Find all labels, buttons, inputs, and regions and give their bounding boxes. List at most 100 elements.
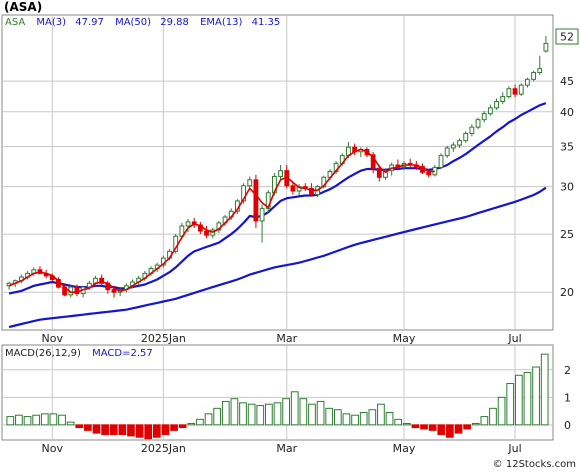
- price-ytick-label: 30: [560, 181, 574, 194]
- macd-bar: [204, 413, 213, 426]
- candle-body: [259, 207, 265, 222]
- candle-body: [531, 72, 536, 80]
- macd-xtick-label: 2025Jan: [141, 442, 186, 455]
- macd-legend: MACD(26,12,9) MACD=2.57: [5, 348, 153, 359]
- legend-ma50-label: MA(50): [115, 17, 151, 28]
- price-ytick-label: 25: [560, 228, 574, 241]
- macd-bar: [84, 424, 92, 431]
- macd-bar: [282, 398, 290, 426]
- chart-title: (ASA): [4, 0, 42, 14]
- macd-bar: [428, 424, 437, 431]
- macd-bar: [152, 424, 161, 438]
- candle-body: [426, 171, 432, 176]
- candle-body: [524, 78, 530, 86]
- last-price-label: 52: [560, 31, 574, 44]
- last-price-box: [555, 28, 579, 45]
- macd-bar: [118, 424, 127, 435]
- candle-body: [74, 286, 80, 295]
- macd-bar: [523, 372, 532, 426]
- candle-body: [111, 289, 117, 293]
- macd-legend-label: MACD(26,12,9): [5, 348, 81, 359]
- candle-body: [537, 68, 543, 74]
- macd-bar: [532, 366, 540, 426]
- macd-ytick-label: 1: [564, 391, 571, 404]
- macd-bar: [6, 416, 15, 426]
- macd-bar: [411, 424, 420, 429]
- macd-bar: [144, 424, 153, 440]
- candle-body: [457, 140, 462, 146]
- macd-bar: [351, 414, 359, 426]
- candle-body: [450, 144, 456, 149]
- candle-body: [500, 96, 506, 103]
- macd-xtick-label: Mar: [276, 442, 297, 455]
- macd-bar: [463, 424, 471, 430]
- macd-bar: [333, 409, 342, 426]
- candle-body: [481, 113, 487, 121]
- macd-bar: [221, 400, 230, 426]
- macd-bar: [540, 353, 549, 426]
- macd-bar: [489, 407, 497, 426]
- candle-body: [543, 42, 549, 52]
- price-ytick-label: 20: [560, 286, 574, 299]
- legend-ema13-label: EMA(13): [200, 17, 242, 28]
- candle-body: [241, 185, 246, 202]
- macd-xtick-label: Nov: [42, 442, 64, 455]
- price-panel-frame: [1, 14, 554, 331]
- price-ytick-label: 45: [560, 75, 574, 88]
- macd-bar: [187, 422, 196, 426]
- macd-bar: [247, 403, 256, 426]
- macd-bar: [368, 409, 377, 426]
- candle-body: [438, 155, 444, 168]
- legend-ma3-label: MA(3): [36, 17, 66, 28]
- macd-bar: [75, 424, 84, 429]
- macd-bar: [273, 402, 282, 426]
- macd-bar: [308, 403, 316, 426]
- macd-bar: [506, 383, 515, 426]
- macd-bar: [420, 424, 428, 430]
- candle-body: [475, 119, 481, 128]
- macd-bar: [514, 374, 523, 426]
- macd-bar: [40, 413, 49, 426]
- macd-bar: [437, 424, 446, 435]
- macd-bar: [127, 424, 135, 437]
- macd-bar: [15, 414, 23, 426]
- macd-bar: [23, 416, 32, 426]
- candle-body: [469, 126, 475, 134]
- macd-bar: [497, 396, 506, 426]
- macd-bar: [178, 424, 187, 429]
- macd-bar: [239, 402, 247, 426]
- ema13-line: [8, 102, 547, 295]
- macd-bar: [66, 421, 75, 426]
- macd-legend-value: MACD=2.57: [92, 348, 153, 359]
- macd-bar: [471, 422, 480, 426]
- candle-body: [512, 88, 518, 95]
- candle-body: [487, 107, 493, 115]
- macd-bar: [385, 411, 394, 426]
- macd-bar: [325, 407, 334, 426]
- macd-bar: [101, 424, 109, 435]
- macd-bar: [32, 414, 41, 426]
- macd-bar: [92, 424, 101, 434]
- macd-bar: [290, 391, 299, 426]
- candle-body: [185, 221, 191, 227]
- macd-bar: [170, 424, 178, 431]
- candle-body: [518, 84, 524, 95]
- macd-bar: [161, 424, 170, 435]
- candle-body: [278, 170, 283, 177]
- price-xtick-label: 2025Jan: [141, 332, 186, 345]
- macd-ytick-label: 2: [564, 364, 571, 377]
- legend-ema13-value: 41.35: [252, 17, 281, 28]
- ma50-line: [8, 186, 547, 329]
- macd-bar: [394, 418, 403, 426]
- legend-symbol: ASA: [5, 17, 25, 28]
- macd-bar: [196, 418, 204, 426]
- macd-bar: [446, 424, 454, 438]
- macd-ytick-label: 0: [564, 419, 571, 432]
- price-xtick-label: Jul: [507, 332, 521, 345]
- price-xtick-label: Nov: [42, 332, 64, 345]
- macd-bar: [49, 413, 58, 426]
- macd-bar: [109, 424, 118, 435]
- macd-bar: [230, 398, 239, 426]
